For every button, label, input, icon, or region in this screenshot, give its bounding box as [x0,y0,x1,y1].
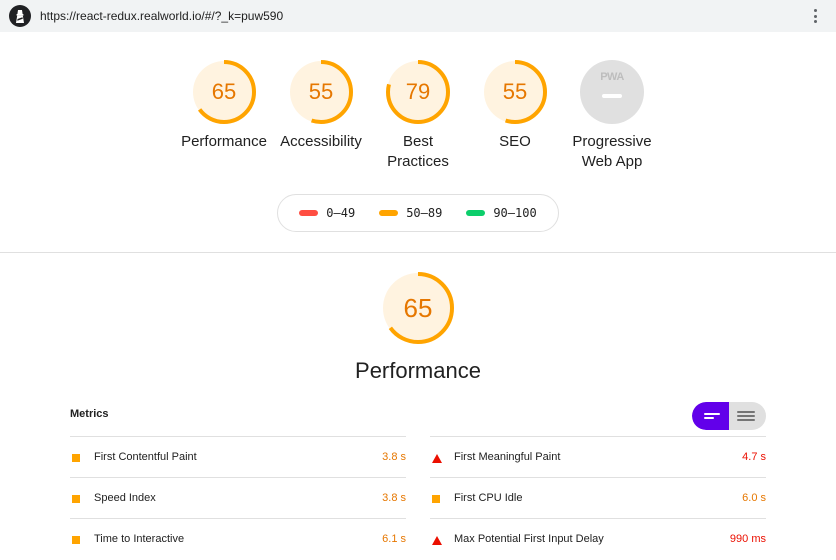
metric-row: First CPU Idle 6.0 s [430,477,766,518]
metric-name: Max Potential First Input Delay [454,533,604,545]
section-divider [0,252,836,253]
metric-value: 4.7 s [742,451,766,463]
legend-range: 90–100 [493,206,537,220]
legend-item-average: 50–89 [379,206,442,220]
gauge-ring: 55 [482,59,548,125]
expanded-view-button[interactable] [729,402,766,430]
legend-range: 50–89 [406,206,443,220]
metrics-view-toggle[interactable] [692,402,766,430]
average-square-icon [432,495,440,503]
metric-value: 990 ms [729,533,766,545]
gauge-score: 55 [502,79,528,104]
gauge-label: Performance [181,133,267,150]
metrics-left-column: First Contentful Paint 3.8 s Speed Index… [70,436,406,559]
gauge-ring: 79 [385,59,451,125]
gauge-score: 55 [308,79,334,104]
gauge-score: 65 [211,79,237,104]
kebab-menu-icon[interactable] [807,7,823,25]
gauge-accessibility[interactable]: 55 Accessibility [271,59,371,152]
metric-row: Speed Index 3.8 s [70,477,406,518]
fail-triangle-icon [432,536,442,545]
metric-name: First Meaningful Paint [454,451,561,463]
metric-name: First Contentful Paint [94,451,197,463]
performance-gauge: 65 [381,271,455,345]
legend-swatch [299,210,319,216]
metric-value: 6.0 s [742,492,766,504]
metric-name: Speed Index [94,492,156,504]
pwa-badge-icon: PWA [579,59,645,125]
performance-title: Performance [355,358,481,383]
metric-value: 3.8 s [382,492,406,504]
metric-row: Max Potential First Input Delay 990 ms [430,518,766,559]
url-text[interactable]: https://react-redux.realworld.io/#/?_k=p… [40,9,284,23]
gauge-label: Progressive Web App [572,133,652,170]
average-square-icon [72,495,80,503]
metric-name: Time to Interactive [94,533,185,545]
gauge-pwa[interactable]: PWA Progressive Web App [562,59,662,172]
metric-value: 3.8 s [382,451,406,463]
gauge-label: Best Practices [387,133,449,170]
address-bar: https://react-redux.realworld.io/#/?_k=p… [0,0,836,32]
legend-swatch [379,210,399,216]
gauge-label: Accessibility [280,133,362,150]
gauge-ring: 65 [191,59,257,125]
legend-range: 0–49 [326,206,356,220]
metric-name: First CPU Idle [454,492,523,504]
gauge-performance[interactable]: 65 Performance [174,59,274,152]
gauge-score: 79 [405,79,431,104]
average-square-icon [72,454,80,462]
legend-item-pass: 90–100 [466,206,537,220]
gauge-label: SEO [499,133,531,150]
gauge-ring: 55 [288,59,354,125]
metrics-header: Metrics [70,408,109,420]
metric-row: Time to Interactive 6.1 s [70,518,406,559]
average-square-icon [72,536,80,544]
legend-item-fail: 0–49 [299,206,355,220]
performance-score: 65 [403,293,433,323]
metric-row: First Contentful Paint 3.8 s [70,436,406,477]
metric-row: First Meaningful Paint 4.7 s [430,436,766,477]
metric-value: 6.1 s [382,533,406,545]
lighthouse-logo-icon[interactable] [9,5,31,27]
fail-triangle-icon [432,454,442,463]
compact-view-button[interactable] [692,402,729,430]
score-legend: 0–49 50–89 90–100 [277,194,559,232]
legend-swatch [466,210,486,216]
metrics-right-column: First Meaningful Paint 4.7 s First CPU I… [430,436,766,559]
gauge-seo[interactable]: 55 SEO [465,59,565,152]
pwa-badge-text: PWA [600,71,624,83]
gauge-best-practices[interactable]: 79 Best Practices [368,59,468,172]
